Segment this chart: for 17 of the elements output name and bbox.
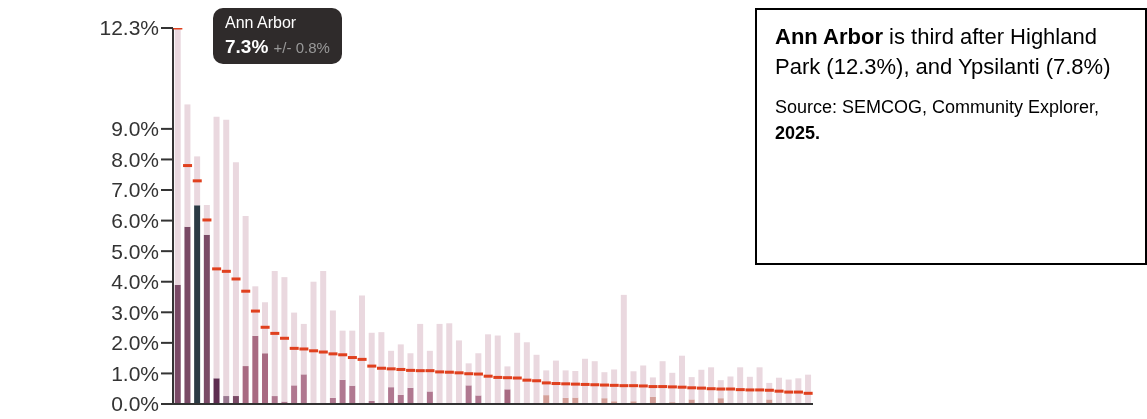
y-tick-label: 1.0% <box>111 361 159 385</box>
y-tick-label: 4.0% <box>111 270 159 294</box>
y-tick-label: 5.0% <box>111 239 159 263</box>
annotation: Ann Arbor <box>775 24 883 49</box>
annotation: 2025. <box>775 123 821 143</box>
y-tick-label: 2.0% <box>111 331 159 355</box>
y-tick-label: 6.0% <box>111 209 159 233</box>
y-tick-label: 8.0% <box>111 147 159 171</box>
annotation: +/- 0.8% <box>273 39 330 56</box>
y-tick-label: 12.3% <box>99 16 159 40</box>
y-tick-label: 3.0% <box>111 300 159 324</box>
annotation: Ann Arbor <box>225 14 298 32</box>
y-tick-label: 0.0% <box>111 392 159 416</box>
y-tick-label: 9.0% <box>111 117 159 141</box>
annotation: Source: SEMCOG, Community Explorer, <box>775 97 1100 117</box>
y-tick-label: 7.0% <box>111 178 159 202</box>
annotation: 7.3% <box>225 36 269 57</box>
